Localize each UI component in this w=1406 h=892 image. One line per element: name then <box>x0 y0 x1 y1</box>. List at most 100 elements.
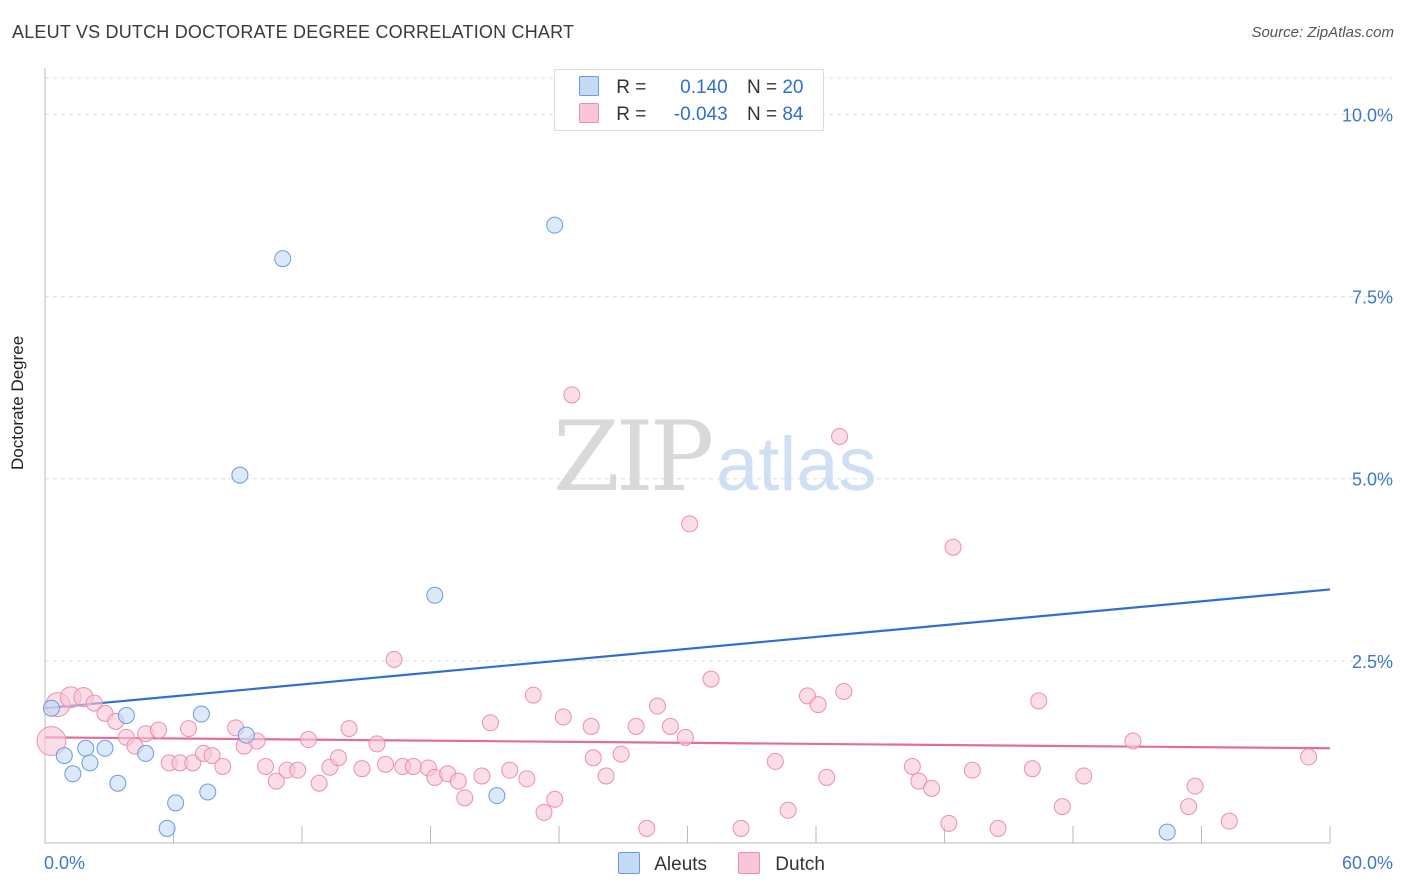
y-tick-label: 2.5% <box>1352 652 1393 672</box>
r-value: 0.140 <box>680 77 728 98</box>
r-value: -0.043 <box>673 104 728 125</box>
aleuts-point <box>77 739 95 757</box>
dutch-point <box>1220 812 1238 830</box>
aleuts-point <box>426 586 444 604</box>
aleuts-point <box>199 783 217 801</box>
x-tick-label: 0.0% <box>44 853 85 873</box>
aleuts-point <box>237 726 255 744</box>
aleuts-trend-line <box>44 588 1331 710</box>
dutch-point <box>535 803 553 821</box>
r-label: R = <box>616 104 647 125</box>
aleuts-point <box>109 774 127 792</box>
legend-item-aleuts[interactable]: Aleuts <box>618 852 707 876</box>
dutch-point <box>989 819 1007 837</box>
data-points <box>36 216 1318 841</box>
dutch-point <box>473 767 491 785</box>
dutch-point <box>1075 767 1093 785</box>
dutch-point <box>456 789 474 807</box>
dutch-legend-swatch <box>738 852 760 874</box>
aleuts-point <box>274 250 292 268</box>
watermark-zip: ZIP <box>553 401 712 513</box>
dutch-legend-label: Dutch <box>775 854 825 875</box>
y-tick-label: 5.0% <box>1352 470 1393 490</box>
tick-labels: 2.5% 5.0% 7.5% 10.0% 0.0% 60.0% <box>44 105 1393 873</box>
dutch-point <box>404 758 422 775</box>
dutch-point <box>329 749 347 767</box>
dutch-point <box>179 720 197 738</box>
dutch-point <box>377 755 395 773</box>
y-axis-label: Doctorate Degree <box>8 335 27 470</box>
chart-title: ALEUT VS DUTCH DOCTORATE DEGREE CORRELAT… <box>12 22 575 42</box>
dutch-point <box>582 717 600 735</box>
dutch-point <box>638 819 656 837</box>
dutch-point <box>702 670 720 688</box>
watermark: ZIP atlas <box>553 401 877 513</box>
aleuts-point <box>42 699 60 717</box>
dutch-point <box>563 386 581 404</box>
r-label: R = <box>616 77 647 98</box>
aleuts-point <box>488 787 506 805</box>
dutch-point <box>481 714 499 732</box>
dutch-point <box>36 726 67 756</box>
aleuts-point <box>1158 823 1176 841</box>
aleuts-point <box>55 747 73 765</box>
dutch-point <box>267 772 285 790</box>
y-tick-label: 10.0% <box>1342 105 1393 125</box>
aleuts-point <box>117 707 135 724</box>
dutch-point <box>1180 798 1198 816</box>
aleuts-point <box>231 466 249 484</box>
dutch-point <box>910 772 928 790</box>
dutch-point <box>597 767 615 785</box>
aleuts-point <box>167 794 185 812</box>
dutch-point <box>353 760 371 778</box>
dutch-point <box>944 538 962 556</box>
dutch-point <box>963 761 981 779</box>
dutch-point <box>940 814 958 832</box>
dutch-point <box>779 801 797 819</box>
dutch-point <box>903 758 921 775</box>
axes <box>44 68 1331 844</box>
dutch-point <box>649 697 667 715</box>
n-label: N = <box>746 104 778 125</box>
dutch-point <box>1124 732 1142 750</box>
aleuts-point <box>137 744 155 762</box>
x-tick-label: 60.0% <box>1342 853 1393 873</box>
dutch-point <box>85 694 103 712</box>
dutch-point <box>766 752 784 770</box>
dutch-point <box>524 686 542 704</box>
dutch-point <box>368 735 386 753</box>
aleuts-point <box>81 754 99 772</box>
dutch-point <box>627 717 645 735</box>
legend-row-dutch: R = -0.043 N = 84 <box>579 103 803 126</box>
dutch-point <box>518 770 536 788</box>
dutch-point <box>676 728 694 746</box>
dutch-point <box>818 768 836 786</box>
dutch-point <box>681 515 699 533</box>
dutch-point <box>340 720 358 738</box>
dutch-point <box>310 774 328 792</box>
aleuts-point <box>96 739 114 757</box>
dutch-point <box>546 790 564 808</box>
n-value: 20 <box>782 77 804 98</box>
aleuts-point <box>546 216 564 234</box>
aleuts-legend-swatch <box>618 852 640 874</box>
dutch-point <box>214 758 232 775</box>
dutch-point <box>732 819 750 837</box>
dutch-point <box>203 747 221 765</box>
dutch-point <box>661 717 679 735</box>
dutch-point <box>612 745 630 763</box>
dutch-point <box>831 427 849 445</box>
dutch-point <box>184 754 202 772</box>
legend-row-aleuts: R = 0.140 N = 20 <box>579 76 803 99</box>
dutch-point <box>1053 798 1071 816</box>
legend-item-dutch[interactable]: Dutch <box>738 852 825 876</box>
dutch-point <box>257 758 275 775</box>
dutch-point <box>299 731 317 749</box>
dutch-point <box>1300 748 1318 766</box>
n-value: 84 <box>782 104 804 125</box>
aleuts-swatch <box>579 76 599 96</box>
dutch-point <box>809 696 827 714</box>
aleuts-point <box>158 819 176 837</box>
dutch-point <box>501 761 519 779</box>
